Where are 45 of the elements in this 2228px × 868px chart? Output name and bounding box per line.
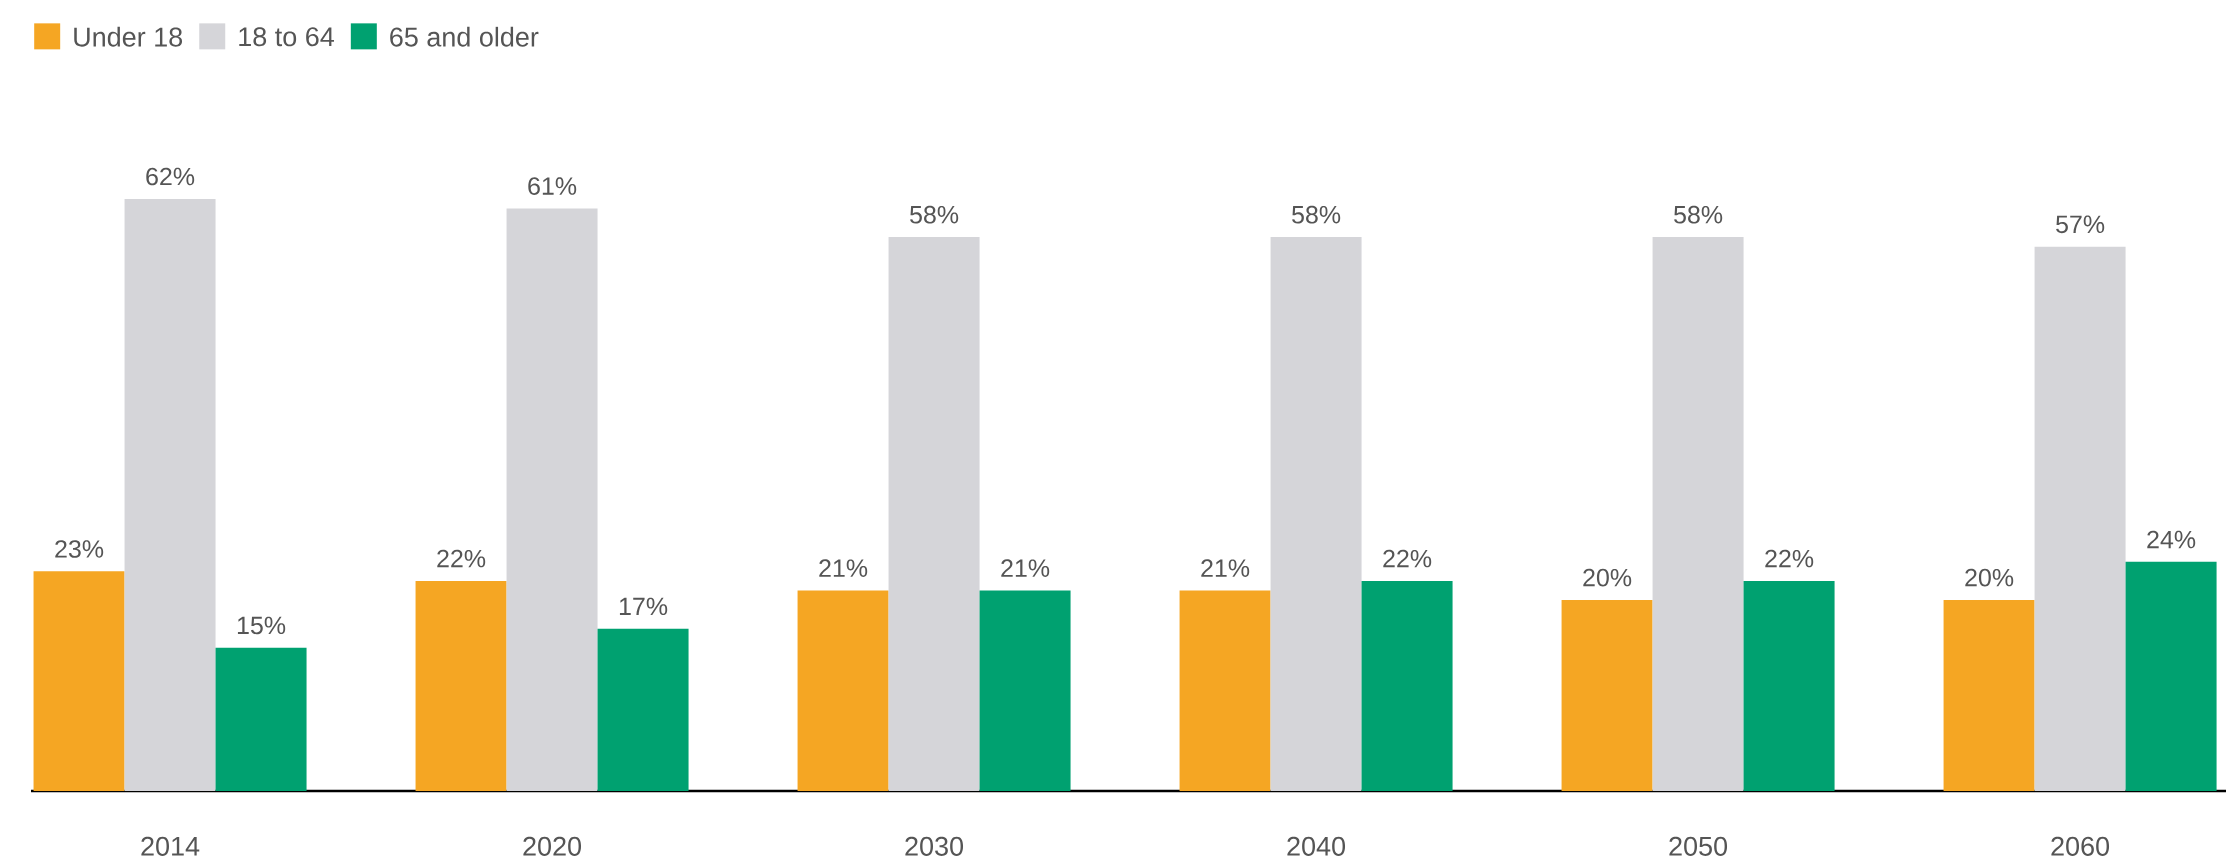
bar	[888, 237, 980, 791]
bar	[979, 590, 1071, 791]
data-label: 58%	[910, 205, 959, 224]
data-label: 62%	[146, 167, 195, 186]
x-tick-label: 2060	[2051, 836, 2110, 856]
bar	[1361, 580, 1453, 791]
data-label: 23%	[55, 540, 104, 558]
bar	[797, 590, 889, 791]
data-label: 17%	[619, 597, 668, 616]
data-label: 21%	[819, 559, 868, 577]
legend-label: 18 to 64	[239, 27, 334, 47]
data-label: 21%	[1201, 559, 1250, 577]
data-label: 22%	[1765, 549, 1814, 568]
x-tick-label: 2014	[141, 836, 200, 856]
bar	[1179, 590, 1271, 791]
data-label: 22%	[1383, 549, 1432, 568]
bar	[1270, 237, 1362, 791]
x-tick-label: 2030	[905, 836, 964, 856]
bar	[506, 208, 598, 791]
data-label: 20%	[1583, 568, 1632, 587]
legend-label: Under 18	[74, 26, 183, 47]
data-label: 61%	[528, 177, 577, 195]
bar	[1652, 237, 1744, 791]
bar	[2034, 246, 2126, 791]
bar	[124, 198, 216, 791]
data-label: 24%	[2147, 530, 2196, 549]
x-tick-label: 2040	[1287, 836, 1346, 856]
x-tick-label: 2050	[1669, 836, 1728, 856]
bar	[415, 580, 507, 791]
bar	[1561, 600, 1653, 791]
bar	[2125, 561, 2217, 791]
bar	[215, 647, 307, 791]
bar	[597, 628, 689, 791]
data-label: 57%	[2056, 215, 2105, 234]
data-label: 22%	[437, 549, 486, 568]
data-label: 21%	[1001, 559, 1050, 577]
data-label: 20%	[1965, 568, 2014, 587]
bar	[1743, 580, 1835, 791]
data-label: 58%	[1292, 205, 1341, 224]
data-label: 58%	[1674, 205, 1723, 224]
x-tick-label: 2020	[523, 836, 582, 856]
data-label: 15%	[237, 616, 286, 635]
bar	[1943, 600, 2035, 791]
legend-label: 65 and older	[390, 26, 539, 47]
bar	[33, 571, 125, 791]
